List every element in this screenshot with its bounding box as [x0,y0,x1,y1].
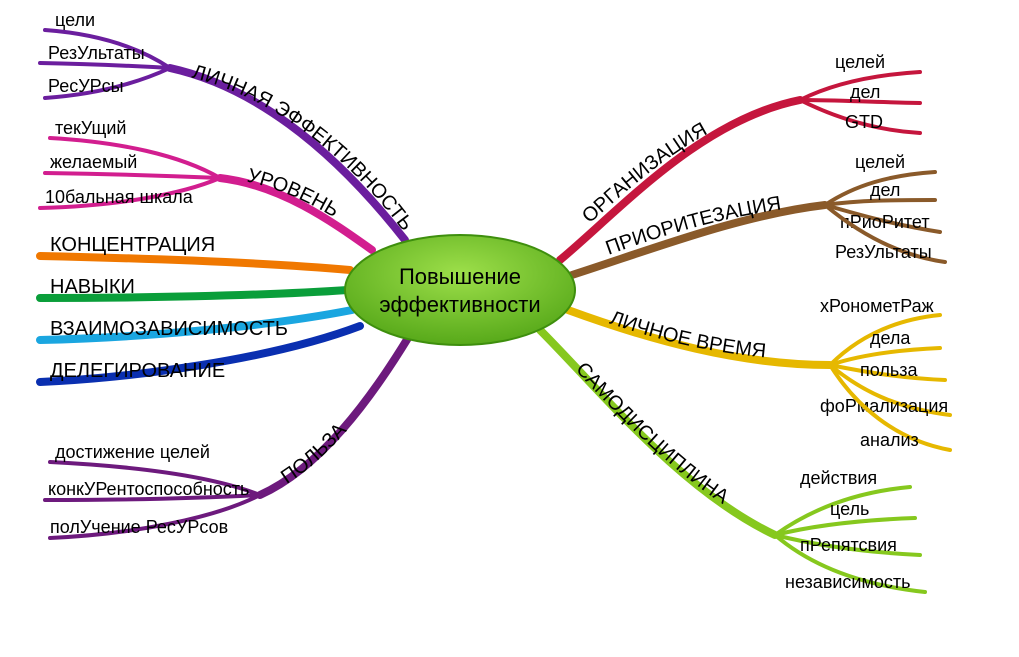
branch-skills: НАВЫКИ [40,276,348,298]
leaf-time-3-label: фоРмализация [820,396,948,416]
leaf-org-1-label: дел [850,82,880,102]
leaf-prio-0-label: целей [855,152,905,172]
leaf-disc-0-label: действия [800,468,877,488]
leaf-eff-2-label: РесУРсы [48,76,124,96]
branch-conc-label: КОНЦЕНТРАЦИЯ [50,234,215,256]
branch-polza-label: ПОЛЬЗА [277,419,351,489]
leaf-time-1-label: дела [870,328,911,348]
leaf-disc-1-label: цель [830,499,869,519]
leaf-disc-3-label: независимость [785,572,911,592]
leaf-org-0-label: целей [835,52,885,72]
branch-disc-label: САМОДИСЦИПЛИНА [571,358,733,509]
leaf-disc-2-label: пРепятсвия [800,535,897,555]
leaf-polza-0-label: достижение целей [55,442,210,462]
center-label-line1: Повышение [399,264,521,289]
leaf-level-1-label: желаемый [50,152,137,172]
branch-eff-path [170,68,405,240]
leaf-prio-1-label: дел [870,180,900,200]
leaf-org-2-label: GTD [845,112,883,132]
leaf-polza-1-label: конкУРентоспособность [48,479,249,499]
branch-conc-path [40,256,350,270]
leaf-prio-1-path [825,200,935,205]
branch-level-label: УРОВЕНЬ [245,165,343,222]
leaf-time-2-label: польза [860,360,918,380]
leaf-level-0-label: текУщий [55,118,126,138]
leaf-eff-0-label: цели [55,10,95,30]
leaf-level-1-path [45,173,220,178]
leaf-eff-1-label: РезУльтаты [48,43,145,63]
mindmap-canvas: целейделGTDОРГАНИЗАЦИЯцелейделпРиоРитетР… [0,0,1019,657]
leaf-time-4-label: анализ [860,430,919,450]
center-label-line2: эффективности [379,292,540,317]
center-node [345,235,575,345]
branch-inter: ВЗАИМОЗАВИСИМОСТЬ [40,310,352,340]
branch-deleg-label: ДЕЛЕГИРОВАНИЕ [50,360,225,382]
leaf-eff-1-path [40,63,170,68]
branch-time-label: ЛИЧНОЕ ВРЕМЯ [607,307,767,362]
leaf-level-2-label: 10бальная шкала [45,187,194,207]
branch-conc: КОНЦЕНТРАЦИЯ [40,234,350,270]
leaf-prio-3-label: РезУльтаты [835,242,932,262]
branch-inter-label: ВЗАИМОЗАВИСИМОСТЬ [50,318,288,340]
leaf-time-0-label: хРонометРаж [820,296,934,316]
branch-skills-label: НАВЫКИ [50,276,135,298]
leaf-prio-2-label: пРиоРитет [840,212,930,232]
leaf-polza-2-label: полУчение РесУРсов [50,517,228,537]
